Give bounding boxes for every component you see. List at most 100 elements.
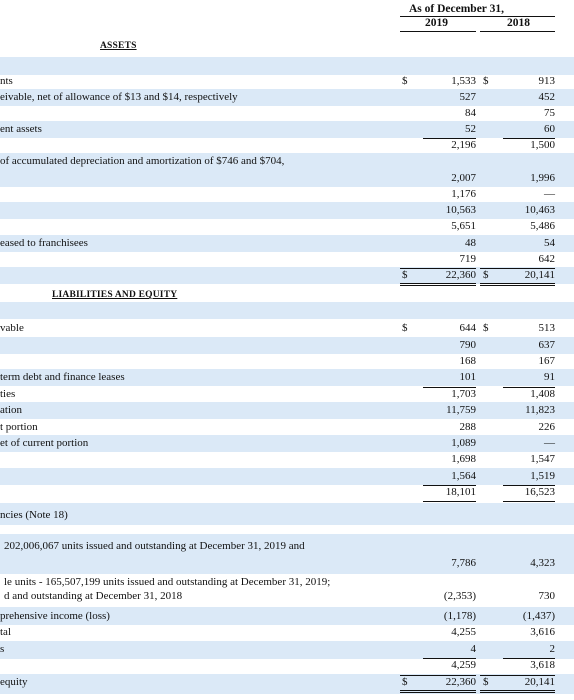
total-double-rule: [400, 283, 476, 286]
subtotal-rule: [423, 658, 476, 659]
row-band: [0, 267, 574, 284]
line-item-label: et of current portion: [0, 437, 89, 449]
value-2019: 18,101: [445, 486, 476, 498]
subtotal-rule: [503, 387, 555, 388]
value-2018: 1,996: [530, 172, 555, 184]
value-2018: 637: [538, 339, 556, 351]
value-2019: 2,007: [451, 172, 476, 184]
value-2019: 5,651: [451, 220, 476, 232]
value-2019: (1,178): [443, 610, 476, 622]
value-2018: 11,823: [525, 404, 555, 416]
header-rule: [400, 16, 555, 17]
total-rule: [400, 675, 476, 676]
line-item-label: d and outstanding at December 31, 2018: [4, 590, 183, 602]
value-2018: 730: [538, 590, 556, 602]
subtotal-rule: [503, 658, 555, 659]
value-2018: —: [544, 188, 555, 200]
row-band: [0, 674, 574, 694]
value-2019: 1,176: [451, 188, 476, 200]
value-2018: (1,437): [522, 610, 555, 622]
line-item-label: le units - 165,507,199 units issued and …: [4, 576, 331, 588]
value-2018: 642: [538, 253, 556, 265]
value-2019: 1,564: [451, 470, 476, 482]
value-2018: 513: [538, 322, 556, 334]
value-2019: 790: [459, 339, 477, 351]
year-2019-header: 2019: [425, 17, 448, 29]
row-band: [0, 369, 574, 386]
value-2018: 60: [544, 123, 555, 135]
dollar-sign: $: [483, 676, 489, 688]
value-2018: 91: [544, 371, 555, 383]
row-band: [0, 641, 574, 659]
line-item-label: ation: [0, 404, 22, 416]
line-item-label: ties: [0, 388, 16, 400]
value-2018: 3,618: [530, 659, 555, 671]
value-2019: 527: [459, 91, 477, 103]
dollar-sign: $: [483, 322, 489, 334]
value-2019: (2,353): [443, 590, 476, 602]
subtotal-rule: [423, 485, 476, 486]
value-2018: 1,519: [530, 470, 555, 482]
row-band: [0, 435, 574, 452]
dollar-sign: $: [402, 322, 408, 334]
subtotal-rule: [503, 485, 555, 486]
row-band: [0, 89, 574, 106]
row-band: [0, 302, 574, 319]
value-2019: 4,255: [451, 626, 476, 638]
row-band: [0, 57, 574, 75]
subtotal-rule: [423, 138, 476, 139]
line-item-label: ncies (Note 18): [0, 509, 68, 521]
year-2018-header: 2018: [507, 17, 530, 29]
dollar-sign: $: [483, 75, 489, 87]
value-2019: 719: [459, 253, 477, 265]
subtotal-rule: [503, 138, 555, 139]
row-band: [0, 235, 574, 252]
value-2018: 16,523: [524, 486, 555, 498]
value-2018: 4,323: [530, 557, 555, 569]
dollar-sign: $: [402, 75, 408, 87]
value-2019: 644: [459, 322, 477, 334]
value-2019: 1,703: [451, 388, 476, 400]
value-2019: 168: [459, 355, 477, 367]
value-2018: 20,141: [524, 676, 555, 688]
value-2018: 75: [544, 107, 555, 119]
value-2019: 101: [459, 371, 477, 383]
row-band: [0, 503, 574, 525]
value-2018: 5,486: [530, 220, 555, 232]
dollar-sign: $: [483, 269, 489, 281]
row-band: [0, 468, 574, 485]
value-2018: 167: [538, 355, 556, 367]
line-item-label: equity: [0, 676, 28, 688]
row-band: [0, 402, 574, 419]
value-2019: 4,259: [451, 659, 476, 671]
dollar-sign: $: [402, 269, 408, 281]
total-double-rule: [480, 690, 555, 693]
line-item-label: t portion: [0, 421, 38, 433]
total-double-rule: [480, 283, 555, 286]
value-2018: 2: [549, 643, 556, 655]
row-band: [0, 121, 574, 138]
value-2019: 7,786: [451, 557, 476, 569]
line-item-label: ent assets: [0, 123, 42, 135]
line-item-label: nts: [0, 75, 13, 87]
line-item-label: prehensive income (loss): [0, 610, 110, 622]
value-2019: 11,759: [446, 404, 476, 416]
value-2018: 20,141: [524, 269, 555, 281]
value-2018: 54: [544, 237, 555, 249]
row-band: [0, 153, 574, 187]
value-2019: 4: [470, 643, 477, 655]
value-2019: 52: [465, 123, 476, 135]
value-2019: 22,360: [445, 269, 476, 281]
header-underline-2018: [480, 31, 555, 32]
subtotal-rule: [503, 501, 555, 502]
value-2019: 48: [465, 237, 476, 249]
value-2018: 3,616: [530, 626, 555, 638]
subtotal-rule: [423, 387, 476, 388]
value-2019: 10,563: [445, 204, 476, 216]
line-item-label: term debt and finance leases: [0, 371, 125, 383]
value-2018: 1,547: [530, 453, 555, 465]
line-item-label: eivable, net of allowance of $13 and $14…: [0, 91, 238, 103]
value-2019: 2,196: [451, 139, 476, 151]
line-item-label: 202,006,067 units issued and outstanding…: [4, 540, 305, 552]
row-band: [0, 202, 574, 219]
